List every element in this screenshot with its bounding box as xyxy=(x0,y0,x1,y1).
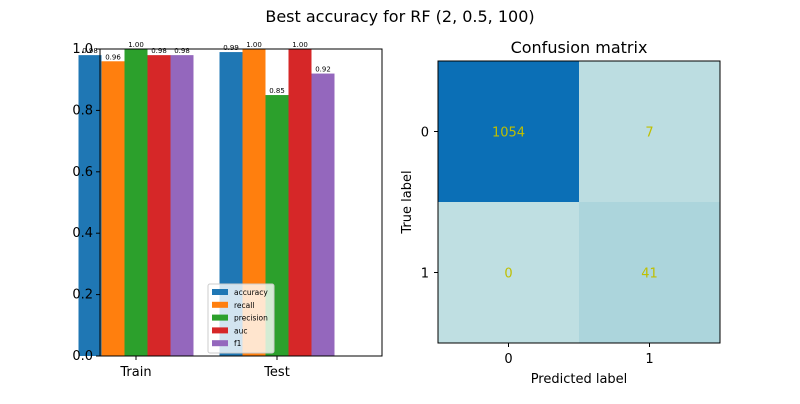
bar-data-label: 0.96 xyxy=(105,53,121,61)
x-tick-label: Test xyxy=(263,365,290,380)
cm-cell-0-0 xyxy=(438,61,579,202)
legend-swatch-f1 xyxy=(212,340,228,347)
legend-swatch-recall xyxy=(212,301,228,308)
bar-plot-area: 0.98 0.99 0.96 1.00 1.00 0.85 0.98 1.00 0.98 0.92 xyxy=(78,41,335,357)
cm-cell-1-1 xyxy=(579,202,720,343)
bar-legend: accuracy recall precision auc f1 xyxy=(207,283,275,354)
figure-suptitle: Best accuracy for RF (2, 0.5, 100) xyxy=(265,7,534,26)
bar-precision-train xyxy=(124,49,148,356)
cm-cell-value: 7 xyxy=(645,126,653,141)
bar-data-label: 1.00 xyxy=(246,41,262,49)
cm-title: Confusion matrix xyxy=(511,38,648,57)
bar-data-label: 1.00 xyxy=(128,41,144,49)
cm-y-tick-label: 1 xyxy=(421,267,429,282)
legend-swatch-accuracy xyxy=(212,289,228,295)
y-tick-label: 0.0 xyxy=(72,349,93,364)
cm-cell-1-0 xyxy=(438,202,579,343)
bar-accuracy-test xyxy=(219,52,243,356)
bar-data-label: 0.99 xyxy=(223,44,239,52)
y-tick-label: 0.8 xyxy=(72,103,93,118)
legend-label: recall xyxy=(234,301,254,310)
cm-y-axis-label: True label xyxy=(400,170,415,234)
bar-data-label: 0.98 xyxy=(151,47,167,55)
legend-label: precision xyxy=(234,314,268,323)
bar-f1-train xyxy=(170,55,194,356)
legend-swatch-auc xyxy=(212,327,228,334)
legend-label: f1 xyxy=(234,339,242,348)
bar-data-label: 0.98 xyxy=(82,47,98,55)
x-tick-label: Train xyxy=(119,365,151,380)
bar-data-label: 0.92 xyxy=(315,66,331,74)
confusion-matrix-chart: Confusion matrix 1054 7 0 41 0 1 0 1 Predicted la… xyxy=(400,38,721,387)
cm-cell-value: 0 xyxy=(504,267,512,282)
cm-y-tick-label: 0 xyxy=(421,126,429,141)
cm-axes-frame xyxy=(437,60,721,344)
legend-swatch-precision xyxy=(212,314,228,321)
bar-recall-test xyxy=(242,49,266,356)
cm-x-axis-label: Predicted label xyxy=(531,372,628,387)
bar-data-label: 0.85 xyxy=(269,87,285,95)
bar-data-label: 0.98 xyxy=(174,47,190,55)
cm-cell-0-1 xyxy=(579,61,720,202)
bar-accuracy-train xyxy=(78,55,102,356)
bar-recall-train xyxy=(101,61,125,356)
bar-auc-test xyxy=(288,49,312,356)
bar-chart: 0.98 0.99 0.96 1.00 1.00 0.85 0.98 1.00 0.98 0.92… xyxy=(72,41,383,380)
bar-f1-test xyxy=(311,73,335,356)
bar-axes-frame xyxy=(99,48,383,357)
y-tick-label: 1.0 xyxy=(72,42,93,57)
cm-cell-value: 1054 xyxy=(492,126,525,141)
legend-label: auc xyxy=(234,326,247,335)
legend-box xyxy=(207,283,275,354)
y-tick-label: 0.4 xyxy=(72,226,93,241)
bar-auc-train xyxy=(147,55,171,356)
cm-cell-value: 41 xyxy=(641,267,658,282)
cm-x-tick-label: 1 xyxy=(645,352,653,367)
legend-label: accuracy xyxy=(234,288,268,297)
y-tick-label: 0.2 xyxy=(72,288,93,303)
cm-x-tick-label: 0 xyxy=(504,352,512,367)
y-tick-label: 0.6 xyxy=(72,165,93,180)
bar-data-label: 1.00 xyxy=(292,41,308,49)
